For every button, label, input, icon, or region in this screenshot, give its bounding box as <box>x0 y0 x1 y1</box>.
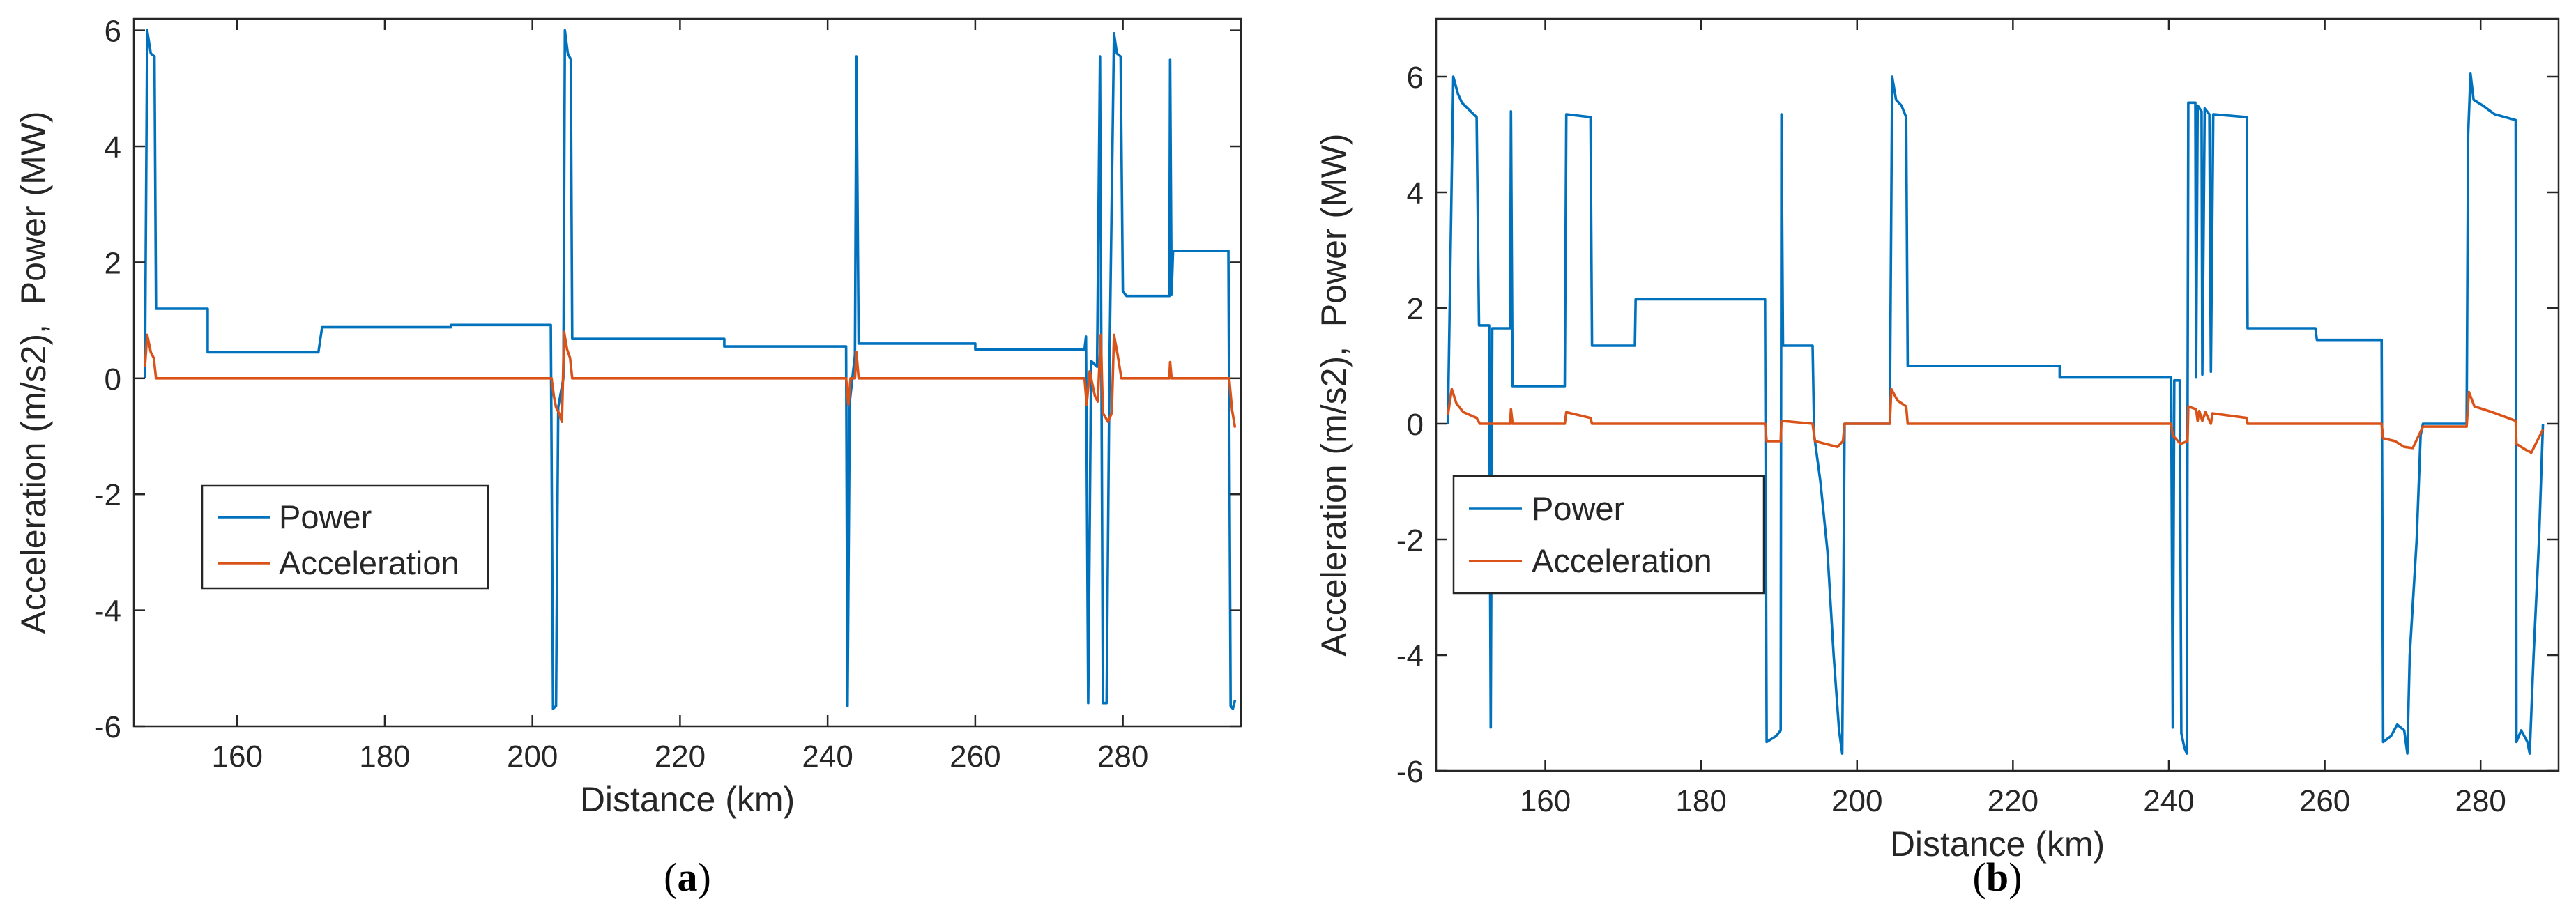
x-tick-label: 240 <box>802 739 853 774</box>
y-tick-label: 6 <box>1407 61 1424 95</box>
figure-background <box>0 0 2576 920</box>
y-tick-label: -4 <box>1396 639 1424 673</box>
y-tick-label: 4 <box>105 130 121 164</box>
y-tick-label: 2 <box>105 246 121 280</box>
y-tick-label: -2 <box>94 478 121 512</box>
legend-entry-power: Power <box>1532 490 1624 527</box>
y-tick-label: 0 <box>105 362 121 397</box>
legend-entry-power: Power <box>279 498 372 535</box>
panel-label-letter: b <box>1986 854 2009 900</box>
panel-label-close: ) <box>2009 854 2022 900</box>
y-tick-label: -4 <box>94 595 121 629</box>
x-tick-label: 200 <box>507 739 558 774</box>
x-tick-label: 260 <box>2299 784 2350 818</box>
y-tick-label: -6 <box>1396 755 1424 789</box>
panel-label-open: ( <box>664 854 677 900</box>
x-tick-label: 160 <box>1520 784 1571 818</box>
y-tick-label: 0 <box>1407 408 1424 442</box>
panel-label: (b) <box>1973 854 2022 900</box>
figure: 160 180 200 220 240 260 280-6-4-20246Distance … <box>0 0 2576 920</box>
x-tick-label: 160 <box>212 739 263 774</box>
x-tick-label: 240 <box>2143 784 2194 818</box>
legend-entry-acceleration: Acceleration <box>279 544 459 581</box>
x-tick-label: 200 <box>1831 784 1882 818</box>
x-tick-label: 280 <box>2455 784 2506 818</box>
x-tick-label: 220 <box>655 739 706 774</box>
panel-label-letter: a <box>678 854 698 900</box>
panel-label: (a) <box>664 854 711 900</box>
legend-entry-acceleration: Acceleration <box>1532 542 1712 579</box>
y-tick-label: 4 <box>1407 176 1424 210</box>
x-tick-label: 180 <box>1675 784 1726 818</box>
y-tick-label: -6 <box>94 710 121 744</box>
y-tick-label: 2 <box>1407 292 1424 326</box>
y-tick-label: -2 <box>1396 523 1424 558</box>
x-tick-label: 180 <box>359 739 410 774</box>
y-tick-label: 6 <box>105 15 121 49</box>
panel-label-close: ) <box>698 854 711 900</box>
y-axis-label: Acceleration (m/s2), Power (MW) <box>14 111 53 634</box>
y-axis-label: Acceleration (m/s2), Power (MW) <box>1314 133 1353 656</box>
x-tick-label: 280 <box>1097 739 1148 774</box>
panel-label-open: ( <box>1973 854 1986 900</box>
x-tick-label: 260 <box>950 739 1000 774</box>
x-axis-label: Distance (km) <box>580 780 795 819</box>
x-tick-label: 220 <box>1988 784 2038 818</box>
